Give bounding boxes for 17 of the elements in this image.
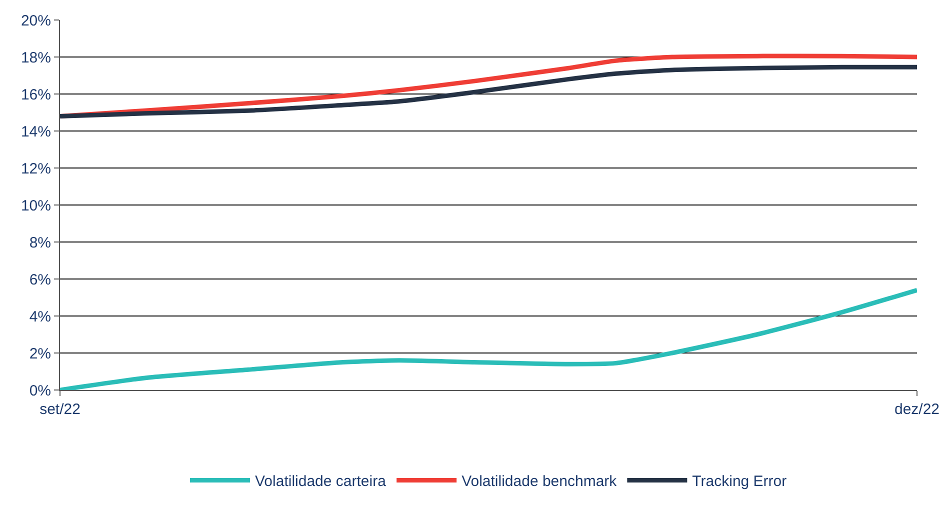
y-tick-label: 20% [20, 12, 51, 30]
legend-label: Volatilidade carteira [255, 473, 387, 490]
y-tick-label: 4% [29, 308, 51, 326]
y-tick-label: 0% [29, 382, 51, 400]
line-series [60, 64, 917, 118]
x-tick-label: dez/22 [894, 401, 940, 418]
y-tick-label: 12% [20, 160, 51, 178]
legend-label: Volatilidade benchmark [462, 473, 618, 490]
y-tick-label: 16% [20, 86, 51, 104]
y-tick-label: 8% [29, 234, 51, 252]
y-tick-label: 10% [20, 197, 51, 214]
x-tick-label: set/22 [40, 401, 80, 418]
legend-label: Tracking Error [692, 473, 787, 490]
y-tick-label: 2% [29, 345, 51, 362]
y-tick-label: 14% [20, 123, 51, 140]
y-tick-label: 18% [20, 49, 51, 66]
y-tick-label: 6% [29, 271, 51, 288]
